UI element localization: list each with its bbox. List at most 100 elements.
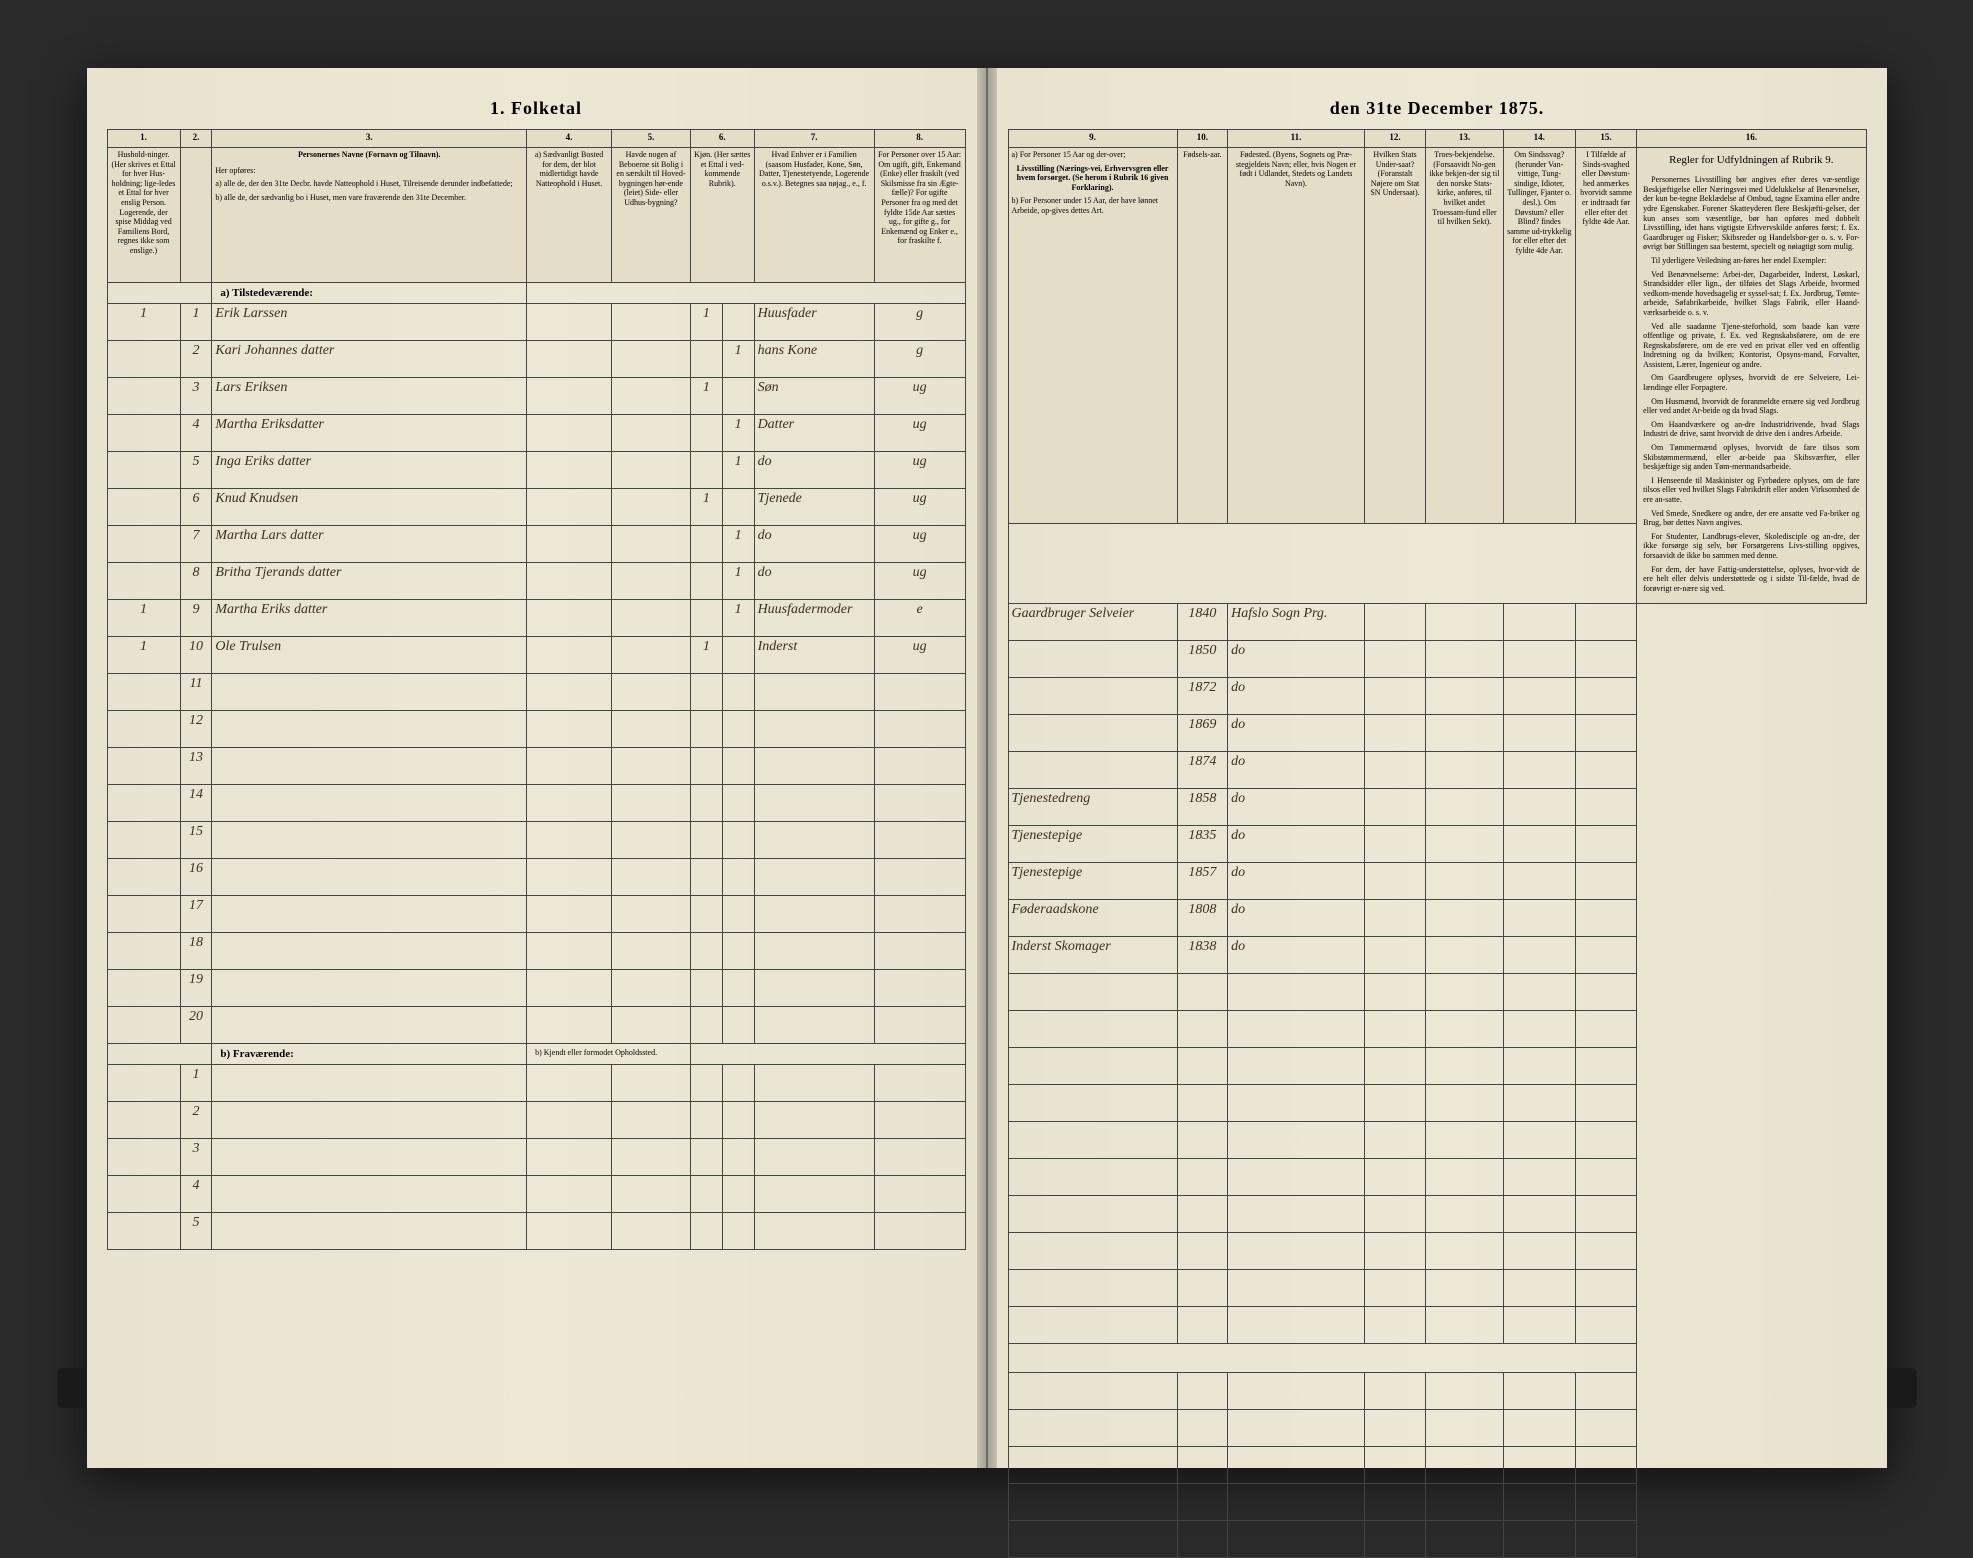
section-absent-label: b) Fraværende: <box>212 1044 527 1065</box>
table-row-empty <box>1008 1521 1866 1558</box>
table-row: 1869do <box>1008 715 1866 752</box>
table-row-empty: 1 <box>107 1065 965 1102</box>
table-row: 4Martha Eriksdatter1Datterug <box>107 415 965 452</box>
header-birth-year: Fødsels-aar. <box>1177 148 1228 524</box>
header-religion: Troes-bekjendelse. (Forsaavidt No-gen ik… <box>1426 148 1504 524</box>
table-row: 1874do <box>1008 752 1866 789</box>
header-disability-age: I Tilfælde af Sinds-svaghed eller Døvstu… <box>1575 148 1636 524</box>
table-row: 3Lars Eriksen1Sønug <box>107 378 965 415</box>
header-marital: For Personer over 15 Aar: Om ugift, gift… <box>874 148 965 283</box>
section-absent: b) Fraværende: b) Kjendt eller formodet … <box>107 1044 965 1065</box>
table-row: 5Inga Eriks datter1doug <box>107 452 965 489</box>
rules-paragraph: Om Gaardbrugere oplyses, hvorvidt de ere… <box>1643 373 1859 392</box>
rules-column: Regler for Udfyldningen af Rubrik 9. Per… <box>1637 148 1866 604</box>
table-row-empty <box>1008 1373 1866 1410</box>
column-numbers-right: 9. 10. 11. 12. 13. 14. 15. 16. <box>1008 130 1866 148</box>
rules-paragraph: Personernes Livsstilling bør angives eft… <box>1643 175 1859 252</box>
table-row-empty <box>1008 1307 1866 1344</box>
col-num: 9. <box>1008 130 1177 148</box>
section-present-label: a) Tilstedeværende: <box>212 283 527 304</box>
table-row: 19Martha Eriks datter1Huusfadermodere <box>107 600 965 637</box>
column-headers-left: Hushold-ninger. (Her skrives et Ettal fo… <box>107 148 965 283</box>
rules-paragraph: Ved alle saadanne Tjene-steforhold, som … <box>1643 322 1859 370</box>
table-row-empty: 11 <box>107 674 965 711</box>
table-row-empty: 13 <box>107 748 965 785</box>
ledger-table-right: 9. 10. 11. 12. 13. 14. 15. 16. a) For Pe… <box>1008 129 1867 1558</box>
header-names: Personernes Navne (Fornavn og Tilnavn). … <box>212 148 527 283</box>
header-names-b: b) alle de, der sædvanlig bo i Huset, me… <box>215 193 523 203</box>
table-row-empty <box>1008 1484 1866 1521</box>
table-row: Tjenestedreng1858do <box>1008 789 1866 826</box>
table-row-empty: 17 <box>107 896 965 933</box>
header-building: Havde nogen af Beboerne sit Bolig i en s… <box>611 148 690 283</box>
col-num: 10. <box>1177 130 1228 148</box>
ledger-table-left: 1. 2. 3. 4. 5. 6. 7. 8. Hushold-ninger. … <box>107 129 966 1250</box>
census-ledger: 1. Folketal 1. 2. 3. 4. 5. 6. 7. 8. Hush… <box>87 68 1887 1468</box>
col-num: 14. <box>1503 130 1575 148</box>
table-row-empty <box>1008 1196 1866 1233</box>
book-spine <box>977 68 997 1468</box>
section-absent-right <box>1008 1344 1866 1373</box>
table-row: Føderaadskone1808do <box>1008 900 1866 937</box>
table-row-empty <box>1008 1270 1866 1307</box>
header-names-a: a) alle de, der den 31te Decbr. havde Na… <box>215 179 523 189</box>
rules-paragraph: Ved Smede, Snedkere og andre, der ere an… <box>1643 509 1859 528</box>
header-disability: Om Sindssvag? (herunder Van-vittige, Tun… <box>1503 148 1575 524</box>
page-left: 1. Folketal 1. 2. 3. 4. 5. 6. 7. 8. Hush… <box>87 68 988 1468</box>
table-row: Tjenestepige1857do <box>1008 863 1866 900</box>
table-row-empty <box>1008 974 1866 1011</box>
col-num: 12. <box>1364 130 1425 148</box>
table-row-empty <box>1008 1048 1866 1085</box>
header-occ-a: a) For Personer 15 Aar og der-over; <box>1012 150 1174 160</box>
table-row-empty <box>1008 1085 1866 1122</box>
page-right: den 31te December 1875. 9. 10. 11. 12. 1… <box>988 68 1887 1468</box>
rules-paragraph: I Henseende til Maskinister og Fyrbødere… <box>1643 476 1859 505</box>
header-family-role: Hvad Enhver er i Familien (saasom Husfad… <box>754 148 874 283</box>
table-row-empty: 4 <box>107 1176 965 1213</box>
table-row-empty: 20 <box>107 1007 965 1044</box>
table-row-empty: 19 <box>107 970 965 1007</box>
col-num: 2. <box>180 130 212 148</box>
table-row: 11Erik Larssen1Huusfaderg <box>107 304 965 341</box>
rules-paragraph: For dem, der have Fattig-understøttelse,… <box>1643 565 1859 594</box>
header-sex-title: Kjøn. (Her sættes et Ettal i ved-kommend… <box>694 150 751 188</box>
section-present: a) Tilstedeværende: <box>107 283 965 304</box>
table-row: 1850do <box>1008 641 1866 678</box>
col-num: 11. <box>1228 130 1365 148</box>
col-num: 16. <box>1637 130 1866 148</box>
col-num: 7. <box>754 130 874 148</box>
col-num: 15. <box>1575 130 1636 148</box>
page-title-right: den 31te December 1875. <box>1008 98 1867 119</box>
rules-paragraph: For Studenter, Landbrugs-elever, Skoledi… <box>1643 532 1859 561</box>
table-row-empty <box>1008 1447 1866 1484</box>
table-row: 6Knud Knudsen1Tjenedeug <box>107 489 965 526</box>
rules-paragraph: Om Haandværkere og an-dre Industridriven… <box>1643 420 1859 439</box>
col-num: 4. <box>527 130 612 148</box>
table-row-empty <box>1008 1159 1866 1196</box>
header-blank <box>180 148 212 283</box>
table-row: 1872do <box>1008 678 1866 715</box>
table-row-empty: 14 <box>107 785 965 822</box>
col-num: 3. <box>212 130 527 148</box>
page-title-left: 1. Folketal <box>107 98 966 119</box>
table-row-empty: 5 <box>107 1213 965 1250</box>
col-num: 13. <box>1426 130 1504 148</box>
table-row-empty <box>1008 1011 1866 1048</box>
col-num: 1. <box>107 130 180 148</box>
table-row-empty: 18 <box>107 933 965 970</box>
header-occ-title: Livsstilling (Nærings-vei, Erhvervsgren … <box>1012 164 1174 193</box>
header-sex: Kjøn. (Her sættes et Ettal i ved-kommend… <box>690 148 754 283</box>
header-names-title: Personernes Navne (Fornavn og Tilnavn). <box>215 150 523 160</box>
section-absent-col4: b) Kjendt eller formodet Opholdssted. <box>527 1044 691 1065</box>
rules-paragraph: Til yderligere Veiledning an-føres her e… <box>1643 256 1859 266</box>
rules-paragraph: Om Husmænd, hvorvidt de foranmeldte ernæ… <box>1643 397 1859 416</box>
header-residence: a) Sædvanligt Bosted for dem, der blot m… <box>527 148 612 283</box>
table-row: 110Ole Trulsen1Inderstug <box>107 637 965 674</box>
table-row-empty: 12 <box>107 711 965 748</box>
table-row-empty: 15 <box>107 822 965 859</box>
header-birthplace: Fødested. (Byens, Sognets og Præ-stegjel… <box>1228 148 1365 524</box>
col-num: 8. <box>874 130 965 148</box>
rules-paragraph: Om Tømmermænd oplyses, hvorvidt de fare … <box>1643 443 1859 472</box>
header-occupation: a) For Personer 15 Aar og der-over; Livs… <box>1008 148 1177 524</box>
col-num: 6. <box>690 130 754 148</box>
